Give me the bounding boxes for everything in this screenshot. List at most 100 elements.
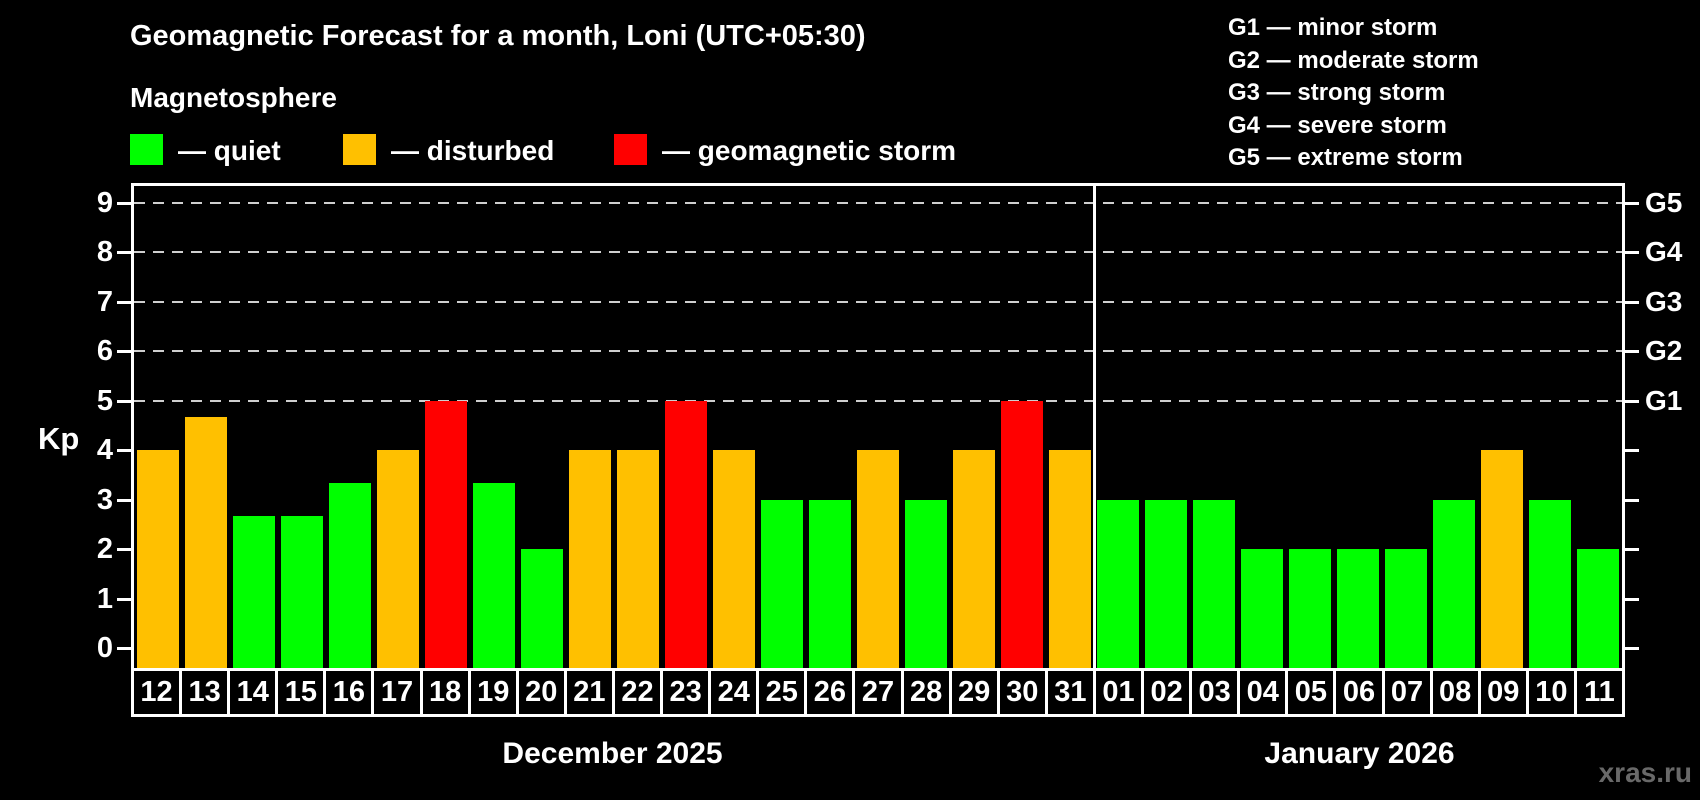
kp-bar-29 — [953, 450, 995, 668]
y-tick-left-8 — [117, 251, 131, 254]
day-label-15: 15 — [278, 671, 324, 714]
watermark: xras.ru — [1598, 757, 1692, 788]
kp-bar-11 — [1577, 549, 1619, 668]
kp-bar-27 — [857, 450, 899, 668]
y-tick-right-3 — [1625, 498, 1639, 502]
y-tick-label-1: 1 — [96, 582, 113, 615]
day-label-13: 13 — [182, 671, 228, 714]
legend-label-disturbed: — disturbed — [391, 135, 555, 166]
day-label-17: 17 — [374, 671, 420, 714]
y-tick-left-2 — [117, 548, 131, 551]
y-tick-left-1 — [117, 597, 131, 601]
day-label-04: 04 — [1240, 671, 1286, 714]
month-label-december: December 2025 — [502, 737, 723, 770]
month-divider — [1092, 186, 1096, 668]
kp-bar-28 — [905, 499, 947, 668]
day-label-31: 31 — [1047, 671, 1093, 714]
legend-swatch-disturbed — [343, 134, 376, 165]
kp-bar-17 — [377, 450, 419, 668]
kp-bar-31 — [1049, 450, 1091, 668]
day-label-03: 03 — [1192, 671, 1238, 714]
y-tick-right-9 — [1625, 201, 1639, 205]
y-tick-left-3 — [117, 498, 131, 502]
kp-bar-06 — [1337, 549, 1379, 668]
legend-swatch-quiet — [130, 134, 163, 165]
y-tick-right-5 — [1625, 399, 1639, 403]
day-label-01: 01 — [1095, 671, 1142, 714]
g-label-G1: G1 — [1645, 384, 1683, 416]
day-label-20: 20 — [518, 671, 564, 714]
y-tick-label-6: 6 — [96, 335, 113, 367]
day-label-09: 09 — [1480, 671, 1526, 714]
day-label-18: 18 — [422, 671, 468, 714]
kp-bar-14 — [233, 515, 275, 668]
y-tick-right-1 — [1625, 597, 1639, 601]
kp-bar-15 — [281, 515, 323, 668]
day-label-02: 02 — [1144, 671, 1190, 714]
kp-bar-03 — [1193, 499, 1235, 668]
day-label-28: 28 — [903, 671, 949, 714]
day-axis-row: 12 13 14 15 16 17 18 19 20 21 22 23 24 25 26 27 28 29 30 31… — [131, 668, 1625, 717]
day-label-19: 19 — [470, 671, 516, 714]
y-tick-left-9 — [117, 201, 131, 205]
g-label-G4: G4 — [1645, 236, 1683, 267]
day-label-27: 27 — [855, 671, 901, 714]
y-tick-label-2: 2 — [96, 533, 113, 565]
kp-bar-25 — [761, 499, 803, 668]
legend-swatch-storm — [614, 134, 647, 165]
kp-bar-08 — [1433, 499, 1475, 668]
kp-bar-02 — [1145, 499, 1187, 668]
day-label-26: 26 — [807, 671, 853, 714]
y-tick-right-7 — [1625, 300, 1639, 304]
y-tick-label-0: 0 — [96, 632, 113, 664]
kp-bar-12 — [137, 450, 179, 668]
legend-label-storm: — geomagnetic storm — [662, 135, 957, 166]
page-title: Geomagnetic Forecast for a month, Loni (… — [130, 20, 866, 52]
kp-bar-30 — [1001, 400, 1043, 668]
subtitle-magnetosphere: Magnetosphere — [130, 82, 337, 113]
day-label-16: 16 — [326, 671, 372, 714]
kp-bar-13 — [185, 416, 227, 668]
y-tick-label-9: 9 — [96, 186, 113, 219]
y-tick-label-5: 5 — [96, 384, 113, 417]
y-tick-label-7: 7 — [96, 285, 113, 318]
gridline-kp-7 — [134, 300, 1622, 303]
day-label-21: 21 — [566, 671, 612, 714]
y-tick-label-3: 3 — [96, 483, 113, 516]
y-tick-left-6 — [117, 350, 131, 353]
day-label-24: 24 — [711, 671, 757, 714]
day-label-14: 14 — [230, 671, 276, 714]
y-tick-left-5 — [117, 399, 131, 403]
kp-bar-26 — [809, 499, 851, 668]
month-label-january: January 2026 — [1264, 737, 1455, 770]
y-tick-right-2 — [1625, 548, 1639, 551]
gridline-kp-6 — [134, 350, 1622, 352]
day-label-10: 10 — [1528, 671, 1574, 714]
y-tick-right-6 — [1625, 350, 1639, 353]
kp-bar-23 — [665, 400, 707, 668]
y-tick-label-4: 4 — [96, 434, 113, 466]
plot-area — [131, 183, 1625, 668]
y-tick-right-4 — [1625, 449, 1639, 452]
day-label-29: 29 — [951, 671, 997, 714]
y-tick-left-7 — [117, 300, 131, 304]
y-axis-title-kp: Kp — [38, 421, 80, 456]
gridline-kp-8 — [134, 251, 1622, 253]
y-tick-right-8 — [1625, 251, 1639, 254]
day-label-23: 23 — [663, 671, 709, 714]
kp-bar-09 — [1481, 450, 1523, 668]
day-label-12: 12 — [134, 671, 180, 714]
g-legend-line-4: G4 — severe storm — [1228, 111, 1447, 139]
day-label-06: 06 — [1336, 671, 1382, 714]
day-label-25: 25 — [759, 671, 805, 714]
y-tick-label-8: 8 — [96, 236, 113, 268]
kp-bar-21 — [569, 450, 611, 668]
day-label-08: 08 — [1432, 671, 1478, 714]
gridline-kp-5 — [134, 399, 1622, 402]
kp-bar-19 — [473, 483, 515, 668]
day-label-11: 11 — [1576, 671, 1622, 714]
day-label-07: 07 — [1384, 671, 1430, 714]
day-label-30: 30 — [999, 671, 1045, 714]
